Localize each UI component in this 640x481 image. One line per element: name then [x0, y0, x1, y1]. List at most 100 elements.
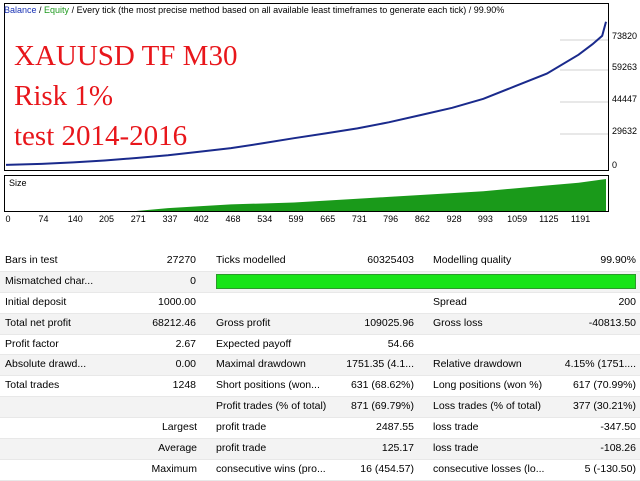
profit-trades-label: Profit trades (% of total) [216, 400, 327, 413]
loss-trades-label: Loss trades (% of total) [433, 400, 541, 413]
x-tick-label: 1125 [539, 214, 559, 224]
x-tick-label: 862 [414, 214, 430, 224]
gross-loss-label: Gross loss [433, 316, 483, 329]
chart-canvas [4, 3, 609, 212]
total-net-profit-value: 68212.46 [152, 316, 196, 329]
x-tick-label: 402 [193, 214, 209, 224]
report-row: Total net profit 68212.46 Gross profit 1… [0, 313, 640, 335]
largest-loss-label: loss trade [433, 421, 479, 434]
report-row: Bars in test 27270 Ticks modelled 603254… [0, 251, 640, 272]
largest-profit-label: profit trade [216, 421, 267, 434]
report-row: Maximum consecutive wins (pro... 16 (454… [0, 460, 640, 481]
x-tick-label: 468 [225, 214, 241, 224]
x-tick-label: 665 [320, 214, 336, 224]
absolute-drawdown-label: Absolute drawd... [5, 358, 87, 371]
legend-equity: Equity [44, 5, 70, 15]
legend-separator: / [466, 5, 474, 15]
x-tick-label: 599 [288, 214, 304, 224]
y-tick-label: 73820 [612, 31, 638, 41]
ticks-modelled-label: Ticks modelled [216, 254, 286, 266]
y-tick-label: 59263 [612, 62, 638, 72]
chart-header: Balance / Equity / Every tick (the most … [4, 2, 504, 18]
average-loss-label: loss trade [433, 442, 479, 455]
quality-text: 99.90% [473, 5, 504, 15]
average-profit-value: 125.17 [381, 442, 414, 455]
legend-separator: / [69, 5, 77, 15]
balance-series-line [5, 21, 607, 166]
gross-profit-label: Gross profit [216, 316, 271, 329]
legend-balance: Balance [4, 5, 37, 15]
y-tick-label: 44447 [612, 94, 638, 104]
max-consecutive-wins-value: 16 (454.57) [360, 462, 414, 475]
report-row: Initial deposit 1000.00 Spread 200 [0, 293, 640, 314]
relative-drawdown-value: 4.15% (1751.... [564, 358, 636, 371]
loss-trades-value: 377 (30.21%) [572, 400, 636, 413]
total-net-profit-label: Total net profit [5, 316, 71, 329]
average-label: Average [158, 442, 197, 455]
expected-payoff-label: Expected payoff [216, 337, 292, 350]
size-bars [6, 178, 606, 211]
max-consecutive-wins-label: consecutive wins (pro... [216, 462, 326, 475]
profit-factor-value: 2.67 [175, 337, 196, 350]
initial-deposit-value: 1000.00 [158, 295, 196, 308]
y-tick-label: 0 [612, 160, 618, 170]
long-positions-value: 617 (70.99%) [572, 379, 636, 392]
modelling-quality-bar [216, 273, 636, 289]
bars-in-test-label: Bars in test [5, 254, 58, 266]
x-tick-label: 731 [351, 214, 367, 224]
relative-drawdown-label: Relative drawdown [433, 358, 522, 371]
model-description: Every tick (the most precise method base… [76, 5, 467, 15]
overlay-symbol: XAUUSD TF M30 [14, 40, 238, 72]
modelling-quality-value: 99.90% [600, 254, 636, 266]
overlay-period: test 2014-2016 [14, 120, 188, 152]
max-consecutive-losses-label: consecutive losses (lo... [433, 462, 545, 475]
report-row: Profit trades (% of total) 871 (69.79%) … [0, 397, 640, 419]
maximum-label: Maximum [151, 462, 197, 475]
short-positions-value: 631 (68.62%) [350, 379, 414, 392]
average-loss-value: -108.26 [600, 442, 636, 455]
x-tick-label: 271 [130, 214, 146, 224]
x-tick-label: 796 [383, 214, 399, 224]
mismatched-value: 0 [190, 274, 196, 287]
spread-value: 200 [618, 295, 636, 308]
expected-payoff-value: 54.66 [387, 337, 414, 350]
profit-trades-value: 871 (69.79%) [350, 400, 414, 413]
absolute-drawdown-value: 0.00 [175, 358, 196, 371]
x-tick-label: 140 [67, 214, 83, 224]
balance-chart: Balance / Equity / Every tick (the most … [0, 0, 640, 232]
x-tick-label: 0 [5, 214, 11, 224]
modelling-quality-label: Modelling quality [433, 254, 512, 266]
profit-factor-label: Profit factor [5, 337, 59, 350]
long-positions-label: Long positions (won %) [433, 379, 543, 392]
total-trades-label: Total trades [5, 379, 60, 392]
x-tick-label: 928 [446, 214, 462, 224]
bars-in-test-value: 27270 [166, 254, 196, 266]
maximal-drawdown-label: Maximal drawdown [216, 358, 306, 371]
main-plot-frame [4, 3, 609, 171]
overlay-risk: Risk 1% [14, 80, 114, 112]
x-tick-label: 205 [99, 214, 115, 224]
report-row: Absolute drawd... 0.00 Maximal drawdown … [0, 355, 640, 377]
x-tick-label: 993 [477, 214, 493, 224]
initial-deposit-label: Initial deposit [5, 295, 67, 308]
report-row: Total trades 1248 Short positions (won..… [0, 376, 640, 398]
report-table: Bars in test 27270 Ticks modelled 603254… [0, 251, 640, 481]
x-tick-label: 1191 [570, 214, 591, 224]
largest-label: Largest [161, 421, 197, 434]
report-row: Largest profit trade 2487.55 loss trade … [0, 418, 640, 440]
size-label: Size [9, 178, 27, 188]
ticks-modelled-value: 60325403 [367, 254, 414, 266]
gross-loss-value: -40813.50 [588, 316, 636, 329]
x-tick-label: 337 [162, 214, 178, 224]
report-row: Profit factor 2.67 Expected payoff 54.66 [0, 335, 640, 356]
x-tick-label: 1059 [507, 214, 528, 224]
legend-separator: / [36, 5, 45, 15]
x-tick-label: 74 [38, 214, 49, 224]
maximal-drawdown-value: 1751.35 (4.1... [346, 358, 414, 371]
spread-label: Spread [433, 295, 467, 308]
largest-loss-value: -347.50 [600, 421, 636, 434]
total-trades-value: 1248 [172, 379, 196, 392]
x-tick-label: 534 [257, 214, 273, 224]
mismatched-label: Mismatched char... [5, 274, 94, 287]
y-tick-label: 29632 [612, 126, 638, 136]
